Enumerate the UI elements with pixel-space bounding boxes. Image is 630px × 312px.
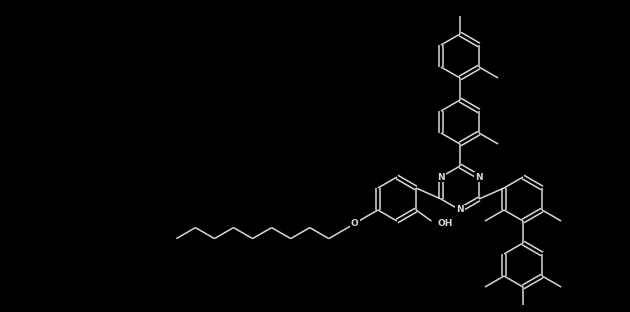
Text: N: N: [456, 206, 464, 215]
Text: O: O: [351, 218, 358, 227]
Text: N: N: [475, 173, 483, 182]
Text: OH: OH: [437, 220, 453, 228]
Text: N: N: [437, 173, 445, 182]
